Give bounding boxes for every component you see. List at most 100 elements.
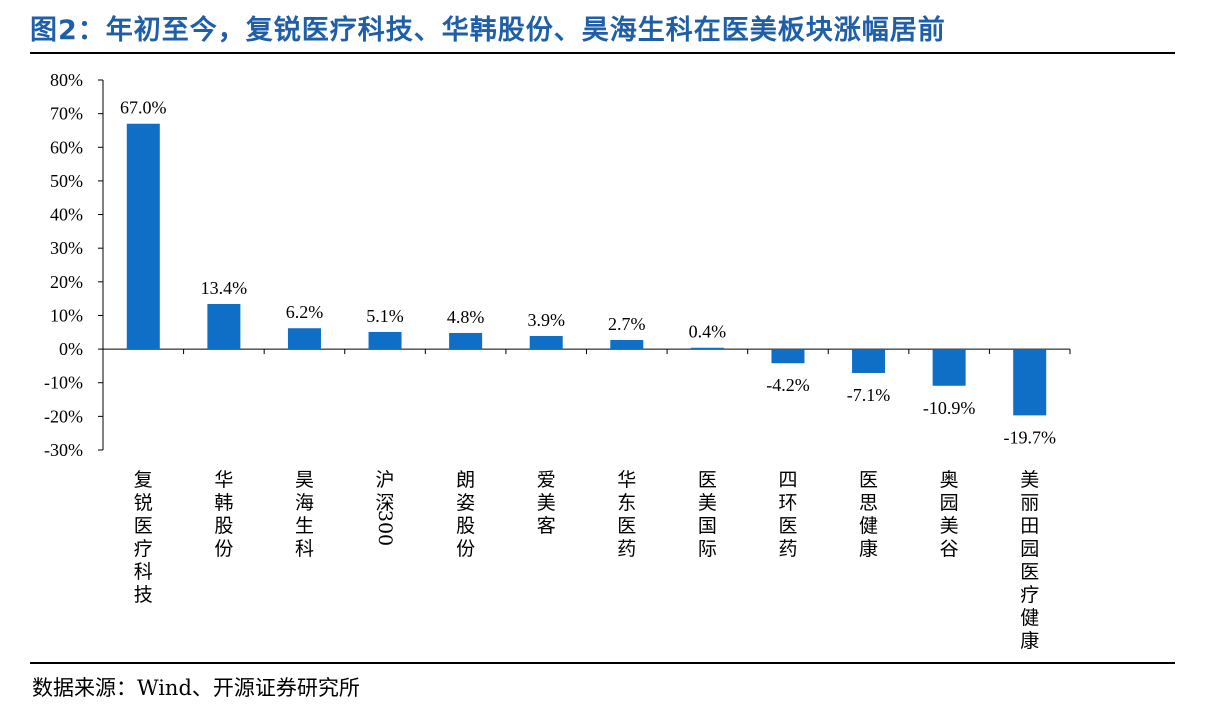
y-tick-label: -10% bbox=[44, 373, 83, 393]
y-tick-label: -20% bbox=[44, 406, 83, 426]
bar bbox=[1013, 349, 1047, 416]
category-label-char: 丽 bbox=[1020, 492, 1039, 514]
category-label-char: 爱 bbox=[537, 469, 556, 491]
category-label-char: 医 bbox=[1020, 561, 1039, 583]
bar bbox=[610, 340, 644, 350]
data-label: -10.9% bbox=[923, 398, 976, 418]
category-label-char: 东 bbox=[617, 492, 636, 514]
category-label-char: 思 bbox=[859, 492, 878, 514]
category-label-char: 医 bbox=[698, 469, 717, 491]
chart-y-ticks: 80% 70% 60% 50% 40% 30% 20% 10% 0% -10% -20% -30% bbox=[44, 70, 103, 460]
category-label-char: 美 bbox=[698, 492, 717, 514]
category-label-char: 锐 bbox=[134, 492, 153, 514]
category-label-char: 份 bbox=[214, 538, 233, 560]
category-label-char: 健 bbox=[859, 515, 878, 537]
category-label-char: 技 bbox=[134, 584, 153, 606]
data-label: 4.8% bbox=[447, 307, 485, 327]
y-tick-label: 10% bbox=[50, 305, 83, 325]
top-rule bbox=[30, 52, 1175, 54]
category-label-char: 医 bbox=[617, 515, 636, 537]
category-label-run: 300 bbox=[374, 510, 396, 546]
data-label: -19.7% bbox=[1003, 427, 1056, 447]
y-tick-label: 50% bbox=[50, 171, 83, 191]
category-label-char: 四 bbox=[778, 469, 797, 491]
category-label: 华韩股份 bbox=[214, 469, 233, 560]
category-label-char: 奥 bbox=[940, 469, 959, 491]
data-label: 3.9% bbox=[527, 310, 565, 330]
chart-axes bbox=[102, 80, 1071, 450]
category-label-char: 康 bbox=[1020, 630, 1039, 652]
chart-data-labels: 67.0% 13.4% 6.2% 5.1% 4.8% 3.9% 2.7% 0.4% -4.2% -… bbox=[120, 98, 1056, 448]
category-label-char: 客 bbox=[537, 515, 556, 537]
category-label-char: 美 bbox=[940, 515, 959, 537]
category-label-char: 药 bbox=[617, 538, 636, 560]
source-note: 数据来源：Wind、开源证券研究所 bbox=[32, 676, 360, 700]
y-tick-label: 0% bbox=[59, 339, 83, 359]
bar bbox=[852, 349, 886, 373]
y-tick-label: 80% bbox=[50, 70, 83, 90]
bar bbox=[449, 332, 483, 350]
category-label-char: 药 bbox=[778, 538, 797, 560]
data-label: -7.1% bbox=[847, 385, 891, 405]
category-label-char: 昊 bbox=[295, 469, 314, 491]
data-label: 6.2% bbox=[286, 302, 324, 322]
category-label-char: 美 bbox=[537, 492, 556, 514]
category-label-char: 健 bbox=[1020, 607, 1039, 629]
category-label-char: 股 bbox=[214, 515, 233, 537]
category-label-char: 沪 bbox=[376, 469, 395, 491]
chart-bars bbox=[126, 123, 1047, 416]
category-label-char: 朗 bbox=[456, 469, 475, 491]
category-label-char: 海 bbox=[295, 492, 314, 514]
category-label-char: 华 bbox=[214, 469, 233, 491]
data-label: 5.1% bbox=[366, 306, 404, 326]
category-label-char: 医 bbox=[134, 515, 153, 537]
category-label-char: 谷 bbox=[940, 538, 959, 560]
category-label-char: 科 bbox=[295, 538, 314, 560]
category-label-char: 医 bbox=[859, 469, 878, 491]
bar bbox=[771, 349, 805, 364]
category-label-char: 生 bbox=[295, 515, 314, 537]
bar bbox=[368, 331, 402, 350]
bar bbox=[287, 328, 321, 350]
bar bbox=[529, 335, 563, 350]
category-label-char: 股 bbox=[456, 515, 475, 537]
chart-category-labels: 复锐医疗科技华韩股份昊海生科沪深300朗姿股份爱美客华东医药医美国际四环医药医思… bbox=[134, 469, 1039, 652]
data-label: 13.4% bbox=[201, 278, 248, 298]
y-tick-label: 60% bbox=[50, 137, 83, 157]
category-label-char: 田 bbox=[1020, 515, 1039, 537]
figure-title: 图2：年初至今，复锐医疗科技、华韩股份、昊海生科在医美板块涨幅居前 bbox=[30, 15, 946, 46]
data-label: 0.4% bbox=[689, 322, 727, 342]
data-label: -4.2% bbox=[766, 375, 810, 395]
category-label-char: 复 bbox=[134, 469, 153, 491]
category-label-char: 深 bbox=[376, 492, 395, 514]
category-label-char: 际 bbox=[698, 538, 717, 560]
category-label-char: 疗 bbox=[1020, 584, 1039, 606]
category-label: 昊海生科 bbox=[295, 469, 314, 560]
category-label-char: 园 bbox=[1020, 538, 1039, 560]
category-label-char: 国 bbox=[698, 515, 717, 537]
category-label: 爱美客 bbox=[537, 469, 556, 537]
data-label: 67.0% bbox=[120, 98, 167, 118]
bottom-rule bbox=[30, 662, 1175, 664]
category-label-char: 医 bbox=[778, 515, 797, 537]
bar bbox=[690, 347, 724, 350]
y-tick-label: 20% bbox=[50, 272, 83, 292]
category-label-char: 华 bbox=[617, 469, 636, 491]
y-tick-label: 70% bbox=[50, 104, 83, 124]
category-label-char: 园 bbox=[940, 492, 959, 514]
category-label-char: 康 bbox=[859, 538, 878, 560]
category-label-char: 份 bbox=[456, 538, 475, 560]
bar bbox=[932, 349, 966, 386]
category-label: 复锐医疗科技 bbox=[134, 469, 153, 606]
category-label-char: 环 bbox=[778, 492, 797, 514]
category-label-char: 美 bbox=[1020, 469, 1039, 491]
